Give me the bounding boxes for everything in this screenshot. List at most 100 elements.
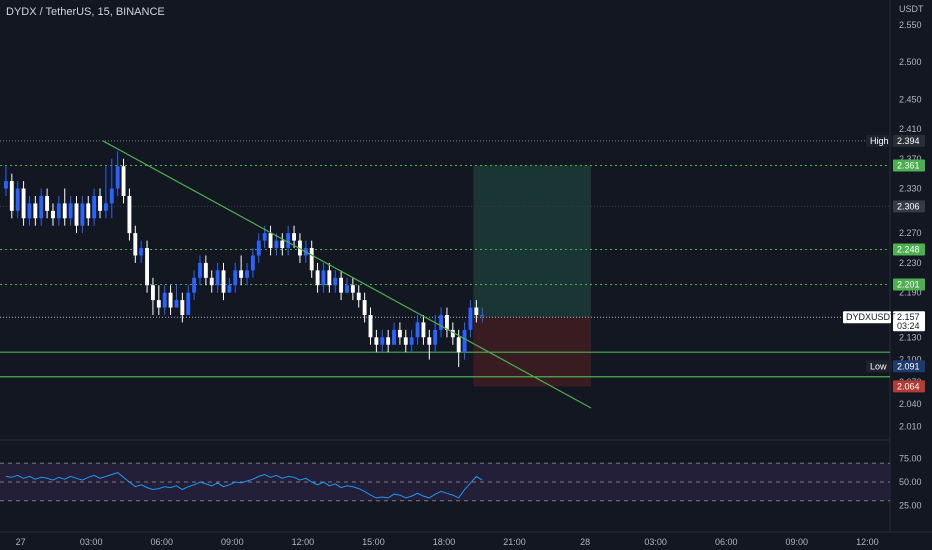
x-tick-label: 06:00 — [715, 537, 738, 547]
candle — [198, 262, 202, 278]
candle — [209, 277, 214, 286]
candle — [215, 270, 220, 286]
candle — [474, 307, 479, 315]
candle — [109, 188, 114, 204]
y-tick-label: 2.330 — [899, 184, 922, 194]
low-label-bg — [866, 360, 892, 373]
candle — [4, 181, 8, 189]
rsi-tick-label: 25.00 — [899, 500, 922, 510]
y-tick-label: 2.130 — [899, 332, 922, 342]
candle — [80, 203, 85, 226]
level-price-tag-bg — [893, 380, 925, 393]
symbol-label: DYDXUSDT — [846, 312, 896, 322]
candle — [45, 195, 50, 211]
candle — [268, 233, 273, 249]
candle — [33, 203, 38, 219]
x-tick-label: 18:00 — [433, 537, 456, 547]
x-tick-label: 12:00 — [856, 537, 879, 547]
candle — [262, 233, 267, 241]
level-price-tag-bg — [893, 200, 925, 213]
candle — [345, 285, 349, 293]
chart-title: DYDX / TetherUS, 15, BINANCE — [6, 6, 165, 18]
candle — [480, 314, 485, 316]
candle — [309, 248, 314, 271]
x-tick-label: 28 — [580, 537, 590, 547]
target-price-tag: 2.201 — [897, 279, 920, 289]
candle — [409, 337, 414, 345]
y-tick-label: 2.040 — [899, 399, 922, 409]
target-price-tag-bg — [893, 278, 925, 291]
y-tick-label: 2.230 — [899, 258, 922, 268]
candle — [227, 285, 232, 293]
candle — [356, 292, 361, 301]
candle — [456, 337, 461, 353]
candle — [133, 233, 138, 256]
candle — [145, 248, 149, 286]
current-countdown: 03:24 — [897, 321, 920, 331]
low-label: Low — [870, 361, 887, 371]
candle — [439, 314, 443, 330]
target-price-tag: 2.248 — [897, 245, 920, 255]
candle — [245, 270, 249, 278]
candle — [56, 203, 61, 219]
candle — [292, 233, 296, 241]
level-price-tag: 2.306 — [897, 201, 920, 211]
y-tick-label: 2.100 — [899, 355, 922, 365]
x-tick-label: 03:00 — [644, 537, 667, 547]
candle — [392, 329, 396, 345]
candle — [421, 322, 426, 338]
y-tick-label: 2.370 — [899, 154, 922, 164]
candle — [350, 285, 355, 293]
candle — [403, 337, 408, 345]
candle — [415, 322, 420, 338]
rsi-band — [0, 463, 890, 501]
candle — [192, 277, 197, 293]
candle — [121, 166, 126, 196]
y-tick-label: 2.550 — [899, 20, 922, 30]
candle — [233, 270, 238, 286]
low-price-tag: 2.091 — [897, 361, 920, 371]
target-price-tag-bg — [893, 243, 925, 256]
candle — [186, 292, 191, 315]
current-price-tag: 2.157 — [897, 312, 920, 322]
target-price-tag: 2.361 — [897, 160, 920, 170]
candle — [39, 195, 44, 219]
candle — [333, 277, 338, 286]
candle — [280, 240, 285, 249]
candle — [103, 203, 108, 211]
candle — [74, 203, 79, 226]
candle — [62, 203, 67, 219]
x-tick-label: 15:00 — [362, 537, 385, 547]
candle — [139, 248, 144, 256]
x-tick-label: 21:00 — [503, 537, 526, 547]
candle — [86, 203, 91, 219]
x-tick-label: 03:00 — [80, 537, 103, 547]
candle — [156, 300, 161, 308]
candle — [239, 270, 244, 278]
x-tick-label: 09:00 — [221, 537, 244, 547]
candle — [315, 270, 320, 286]
rsi-tick-label: 75.00 — [899, 454, 922, 464]
candle — [274, 240, 279, 249]
candle — [98, 195, 102, 211]
y-tick-label: 2.500 — [899, 57, 922, 67]
y-tick-label: 2.190 — [899, 288, 922, 298]
level-price-tag: 2.064 — [897, 381, 920, 391]
candle — [221, 270, 226, 293]
high-price-tag: 2.394 — [897, 136, 920, 146]
candle — [127, 195, 132, 234]
candle — [174, 300, 179, 308]
candle — [162, 292, 167, 308]
current-price-tag-bg — [893, 311, 925, 332]
candle — [151, 285, 155, 301]
candle — [180, 300, 185, 315]
candle — [68, 203, 73, 219]
candle — [427, 337, 432, 345]
candle — [368, 314, 373, 338]
candle — [327, 270, 332, 286]
candle — [115, 166, 120, 189]
rsi-line — [5, 472, 483, 499]
x-tick-label: 12:00 — [292, 537, 315, 547]
y-tick-label: 2.270 — [899, 228, 922, 238]
